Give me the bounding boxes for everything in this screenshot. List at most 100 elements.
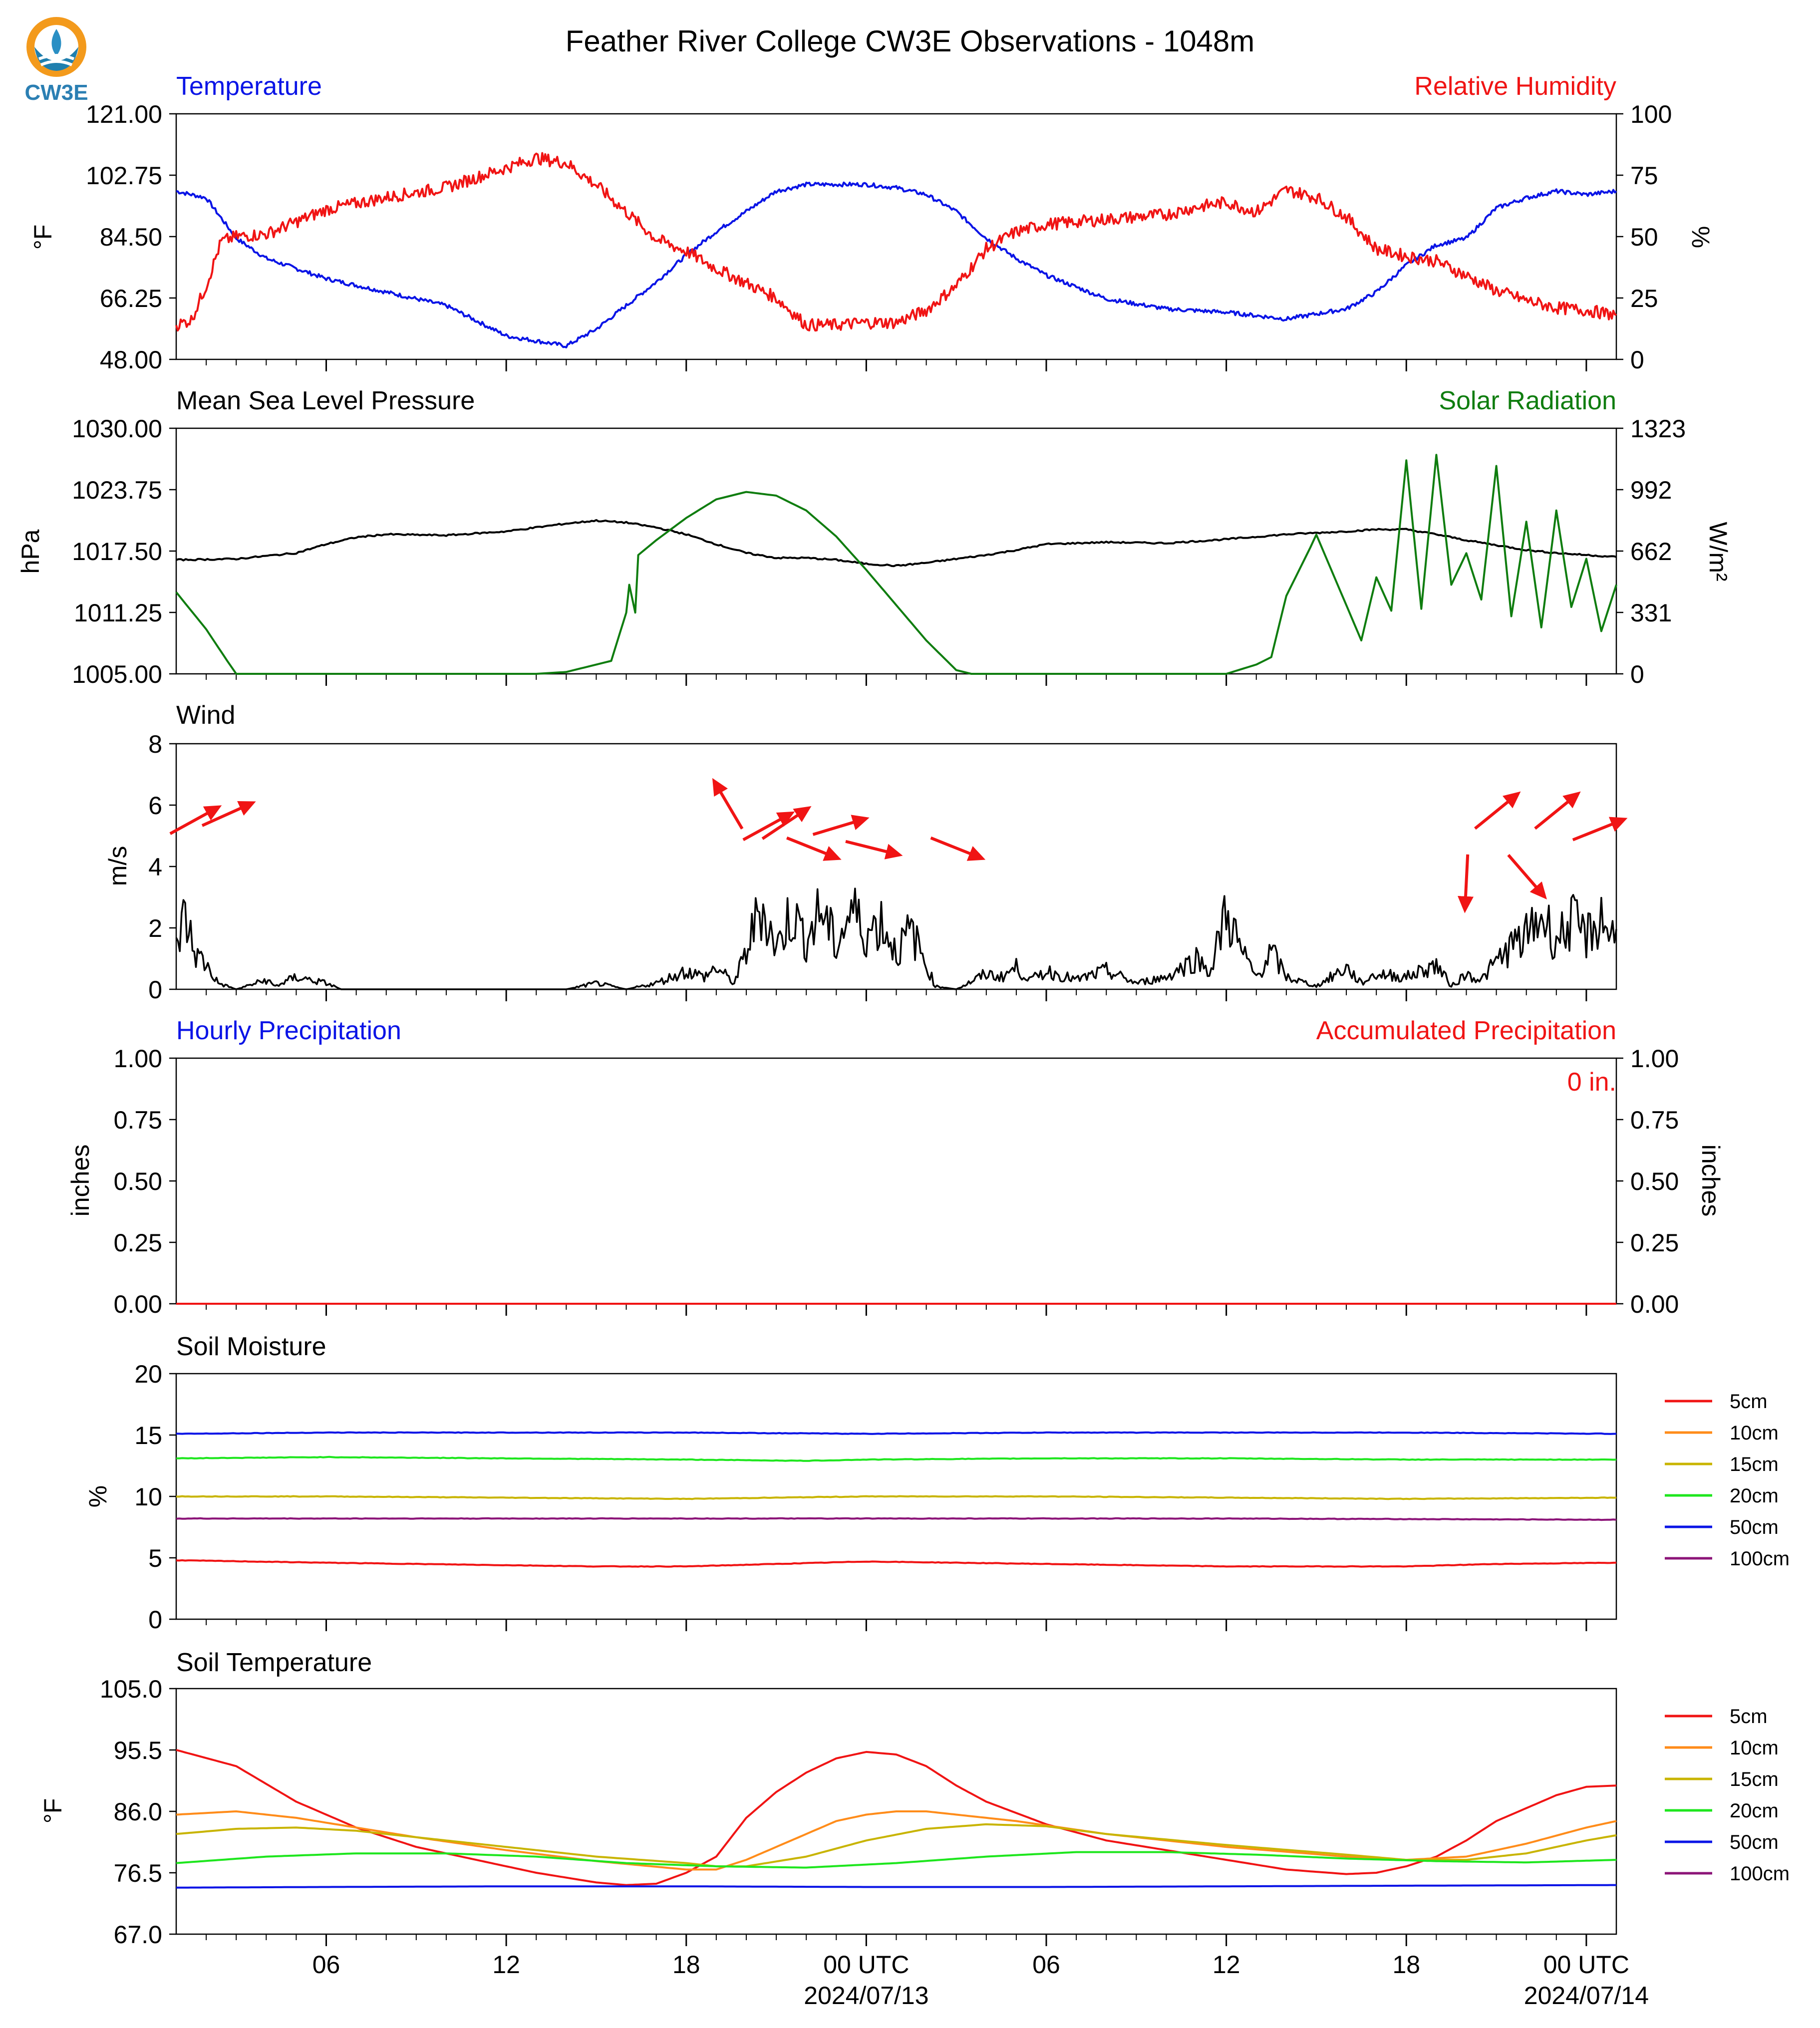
y-tick-label: 0.25 bbox=[114, 1229, 162, 1257]
legend-label-20cm: 20cm bbox=[1730, 1485, 1779, 1507]
wind-direction-arrow bbox=[845, 840, 903, 860]
y-tick-label: 1017.50 bbox=[72, 538, 162, 566]
y-tick-label: 48.00 bbox=[100, 346, 162, 374]
wind-direction-arrow bbox=[1458, 854, 1474, 913]
y-tick-label: 0 bbox=[148, 1606, 162, 1634]
wind-direction-arrow bbox=[930, 836, 986, 861]
panel3-left-title: Wind bbox=[176, 701, 235, 730]
series-temperature bbox=[176, 181, 1617, 348]
y-tick-label: 20 bbox=[134, 1360, 162, 1388]
x-tick-label: 18 bbox=[1392, 1951, 1420, 1979]
y-tick-label: 8 bbox=[148, 730, 162, 758]
series-15cm bbox=[176, 1823, 1617, 1868]
panel4-ylabel: inches bbox=[66, 1145, 94, 1217]
wind-direction-arrow bbox=[1534, 791, 1581, 830]
y-tick-label-right: 75 bbox=[1630, 162, 1658, 190]
wind-direction-arrow bbox=[742, 811, 795, 842]
series-15cm bbox=[176, 1495, 1617, 1500]
panel4-left-title: Hourly Precipitation bbox=[176, 1016, 401, 1045]
panel-4-frame bbox=[175, 1057, 1617, 1305]
y-tick-label: 2 bbox=[148, 914, 162, 942]
wind-direction-arrow bbox=[169, 805, 222, 835]
panel6-ylabel: °F bbox=[39, 1798, 67, 1824]
wind-direction-arrow bbox=[1507, 854, 1547, 900]
series-50cm bbox=[176, 1884, 1616, 1889]
y-tick-label-right: 0 bbox=[1630, 660, 1644, 688]
legend-label-15cm: 15cm bbox=[1730, 1453, 1779, 1475]
panel2-left-title: Mean Sea Level Pressure bbox=[176, 386, 475, 415]
legend-label-100cm: 100cm bbox=[1730, 1863, 1790, 1885]
y-tick-label: 6 bbox=[148, 792, 162, 820]
y-tick-label: 0.75 bbox=[114, 1106, 162, 1134]
cw3e-logo: CW3E bbox=[24, 17, 88, 105]
y-tick-label-right: 0.25 bbox=[1630, 1229, 1679, 1257]
y-tick-label-right: 100 bbox=[1630, 100, 1672, 128]
y-tick-label-right: 331 bbox=[1630, 599, 1672, 627]
y-tick-label: 105.0 bbox=[100, 1675, 162, 1703]
panel6-left-title: Soil Temperature bbox=[176, 1648, 372, 1677]
y-tick-label: 10 bbox=[134, 1483, 162, 1511]
x-tick-label: 18 bbox=[672, 1951, 700, 1979]
y-tick-label: 76.5 bbox=[114, 1859, 162, 1887]
panel4-ylabel-right: inches bbox=[1697, 1145, 1725, 1217]
wind-direction-arrow bbox=[786, 836, 842, 861]
y-tick-label: 95.5 bbox=[114, 1737, 162, 1764]
y-tick-label: 15 bbox=[134, 1422, 162, 1449]
wind-direction-arrow bbox=[712, 778, 744, 830]
panel-2-frame bbox=[175, 427, 1617, 675]
y-tick-label: 66.25 bbox=[100, 285, 162, 312]
series-5cm bbox=[176, 1749, 1617, 1886]
legend-label-5cm: 5cm bbox=[1730, 1706, 1768, 1728]
x-tick-label: 12 bbox=[1213, 1951, 1240, 1979]
y-tick-label-right: 662 bbox=[1630, 538, 1672, 566]
y-tick-label-right: 25 bbox=[1630, 285, 1658, 312]
y-tick-label: 102.75 bbox=[86, 162, 162, 190]
y-tick-label: 121.00 bbox=[86, 100, 162, 128]
panel3-ylabel: m/s bbox=[104, 846, 132, 886]
x-tick-label: 00 UTC bbox=[823, 1951, 909, 1979]
panel5-left-title: Soil Moisture bbox=[176, 1332, 326, 1361]
wind-direction-arrow bbox=[201, 801, 256, 827]
panel1-ylabel-right: % bbox=[1687, 226, 1715, 248]
y-tick-label: 86.0 bbox=[114, 1798, 162, 1826]
wind-direction-arrow bbox=[1474, 791, 1521, 830]
x-tick-label: 00 UTC bbox=[1543, 1951, 1629, 1979]
y-tick-label: 5 bbox=[148, 1544, 162, 1572]
x-tick-label: 12 bbox=[492, 1951, 520, 1979]
y-tick-label-right: 1323 bbox=[1630, 415, 1686, 443]
legend-label-50cm: 50cm bbox=[1730, 1831, 1779, 1853]
page-title: Feather River College CW3E Observations … bbox=[566, 24, 1255, 58]
y-tick-label: 4 bbox=[148, 853, 162, 881]
y-tick-label: 84.50 bbox=[100, 223, 162, 251]
x-tick-label: 06 bbox=[1032, 1951, 1060, 1979]
plot-layer: 48.0066.2584.50102.75121.000255075100100… bbox=[72, 100, 1790, 2010]
legend-label-20cm: 20cm bbox=[1730, 1800, 1779, 1822]
series-wind bbox=[175, 887, 1617, 990]
wind-direction-arrow bbox=[812, 815, 870, 836]
y-tick-label-right: 0 bbox=[1630, 346, 1644, 374]
series-100cm bbox=[176, 1517, 1617, 1521]
legend-label-15cm: 15cm bbox=[1730, 1768, 1779, 1790]
y-tick-label: 1030.00 bbox=[72, 415, 162, 443]
y-tick-label: 0 bbox=[148, 976, 162, 1004]
y-tick-label: 1023.75 bbox=[72, 476, 162, 504]
y-tick-label: 1.00 bbox=[114, 1045, 162, 1073]
x-tick-label: 06 bbox=[312, 1951, 340, 1979]
panel2-right-title: Solar Radiation bbox=[1439, 386, 1616, 415]
y-tick-label-right: 0.50 bbox=[1630, 1167, 1679, 1195]
y-tick-label-right: 1.00 bbox=[1630, 1045, 1679, 1073]
y-tick-label: 1011.25 bbox=[74, 599, 162, 627]
y-tick-label: 0.50 bbox=[114, 1167, 162, 1195]
panel4-annotation: 0 in. bbox=[1567, 1068, 1616, 1097]
series-20cm bbox=[176, 1455, 1617, 1462]
y-tick-label-right: 0.00 bbox=[1630, 1290, 1679, 1318]
series-50cm bbox=[176, 1431, 1617, 1435]
x-date-label: 2024/07/13 bbox=[804, 1982, 928, 2010]
panel1-ylabel: °F bbox=[29, 225, 57, 250]
panel1-right-title: Relative Humidity bbox=[1414, 72, 1616, 101]
y-tick-label: 0.00 bbox=[114, 1290, 162, 1318]
x-date-label: 2024/07/14 bbox=[1524, 1982, 1649, 2010]
series-solar-radiation bbox=[175, 454, 1617, 675]
series-20cm bbox=[176, 1851, 1617, 1869]
